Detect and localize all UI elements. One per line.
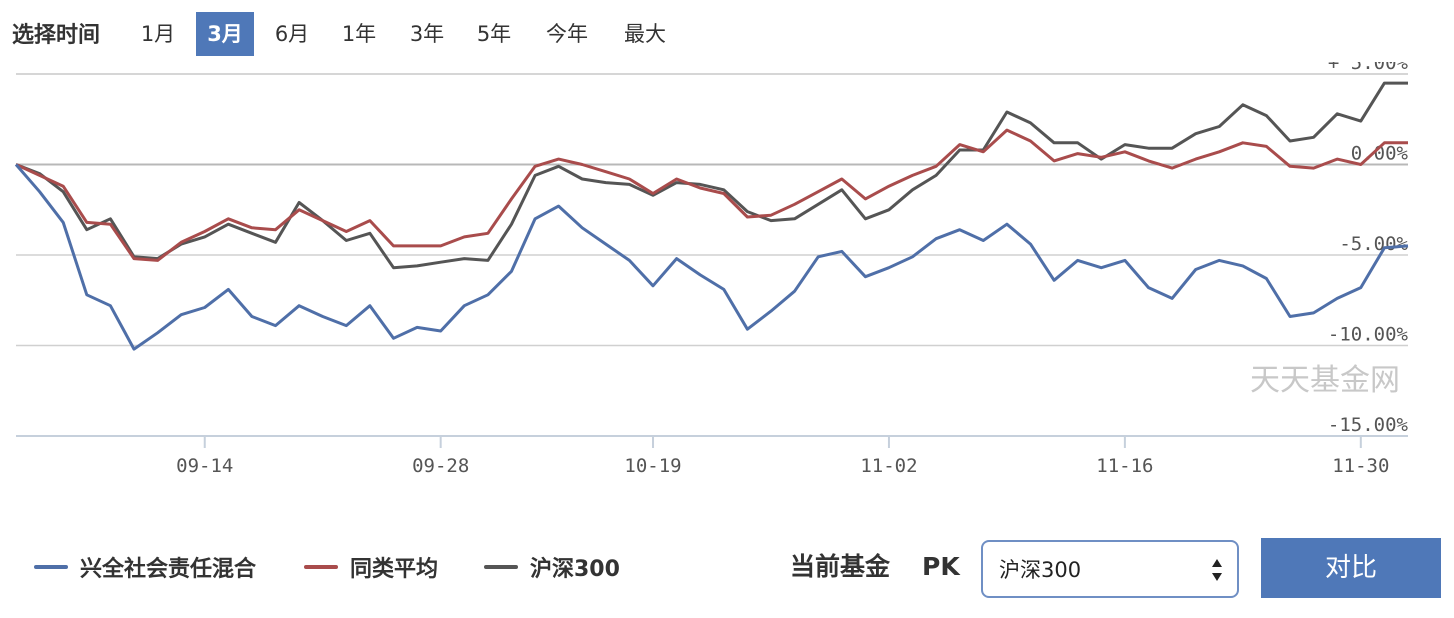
compare-target-select[interactable]: 沪深300 [981, 540, 1239, 598]
y-tick-label: -10.00% [1328, 324, 1409, 346]
chart-series [14, 81, 1409, 351]
legend-swatch-peer-average [304, 565, 338, 569]
x-tick-label: 11-16 [1096, 455, 1153, 477]
range-3m-button[interactable]: 3月 [196, 12, 254, 56]
y-tick-label: -5.00% [1339, 233, 1408, 255]
current-fund-label: 当前基金 [790, 552, 891, 581]
legend-label-peer-average: 同类平均 [350, 557, 439, 582]
series-line-csi300 [15, 81, 1408, 270]
watermark-text: 天天基金网 [1250, 363, 1400, 398]
y-tick-label: + 5.00% [1328, 62, 1409, 74]
range-selector: 选择时间 1月 3月 6月 1年 3年 5年 今年 最大 [0, 0, 1454, 62]
legend-swatch-csi300 [484, 565, 518, 569]
performance-chart: + 5.00%0.00%-5.00%-10.00%-15.00% 09-14 09… [14, 62, 1409, 477]
series-line-peer-average [15, 128, 1408, 262]
y-tick-label: -15.00% [1328, 414, 1409, 436]
range-ytd-button[interactable]: 今年 [546, 22, 588, 46]
chart-grid [16, 73, 1408, 347]
series-line-fund [14, 163, 1409, 351]
range-6m-button[interactable]: 6月 [274, 22, 310, 46]
pk-label: PK [922, 552, 960, 581]
legend-item-fund[interactable]: 兴全社会责任混合 [34, 549, 256, 585]
range-1y-button[interactable]: 1年 [341, 22, 377, 46]
range-max-button[interactable]: 最大 [624, 22, 666, 46]
legend-item-peer-average[interactable]: 同类平均 [304, 549, 438, 585]
x-tick-label: 10-19 [624, 455, 681, 477]
legend-item-csi300[interactable]: 沪深300 [484, 549, 620, 585]
compare-target-value: 沪深300 [999, 558, 1082, 582]
range-label: 选择时间 [12, 23, 101, 48]
range-1m-button[interactable]: 1月 [140, 22, 176, 46]
select-arrows-icon [1212, 559, 1222, 581]
legend-label-fund: 兴全社会责任混合 [80, 557, 257, 582]
x-tick-label: 11-30 [1332, 455, 1389, 477]
x-axis: 09-14 09-28 10-19 11-02 11-16 11-30 [16, 435, 1408, 477]
compare-button[interactable]: 对比 [1261, 538, 1441, 598]
x-tick-label: 09-14 [176, 455, 233, 477]
legend-label-csi300: 沪深300 [530, 557, 620, 582]
legend-swatch-fund [34, 565, 68, 569]
range-3y-button[interactable]: 3年 [409, 22, 445, 46]
x-tick-label: 11-02 [860, 455, 917, 477]
x-tick-label: 09-28 [412, 455, 469, 477]
y-axis-labels: + 5.00%0.00%-5.00%-10.00%-15.00% [1328, 62, 1409, 436]
range-5y-button[interactable]: 5年 [476, 22, 512, 46]
